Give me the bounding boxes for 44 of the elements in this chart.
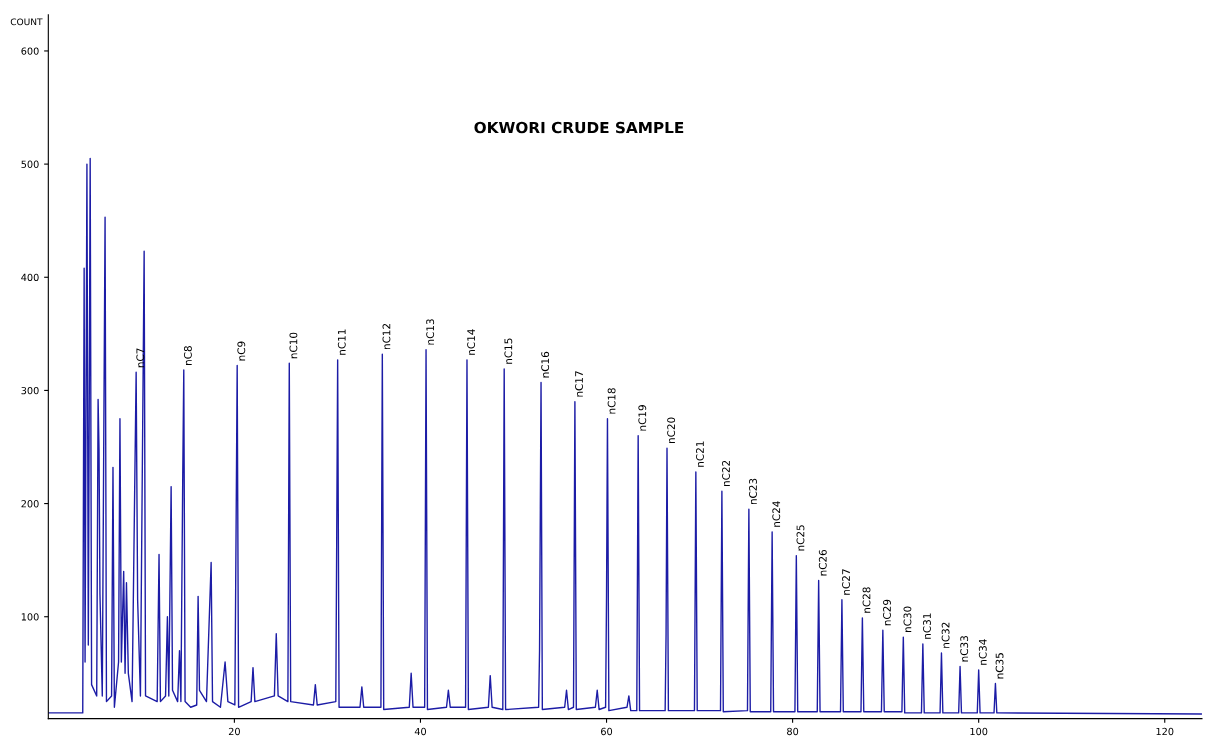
- x-tick-label: 100: [970, 727, 988, 736]
- annotation: nC23: [749, 478, 757, 505]
- y-tick-label: 500: [21, 160, 39, 168]
- y-tick-label: 300: [21, 386, 39, 395]
- annotation: nC13: [426, 319, 435, 345]
- annotation: nC26: [818, 549, 827, 576]
- annotation: nC35: [995, 653, 1004, 679]
- annotation: nC15: [504, 338, 513, 364]
- y-tick-label: 100: [21, 613, 39, 621]
- annotation: nC12: [382, 323, 391, 350]
- annotation: nC28: [862, 587, 871, 613]
- annotation: nC21: [696, 441, 704, 467]
- annotation: nC11: [337, 329, 346, 355]
- y-tick-label: 200: [21, 500, 39, 508]
- annotation: nC24: [772, 501, 781, 527]
- annotation: nC9: [237, 341, 246, 361]
- annotation: nC19: [638, 405, 647, 431]
- annotation: nC25: [796, 525, 805, 551]
- line-series: [48, 157, 1202, 715]
- x-tick-label: 60: [601, 727, 613, 736]
- y-tick-label: 400: [21, 273, 39, 282]
- annotation: nC20: [667, 417, 676, 444]
- x-tick-label: 80: [787, 727, 799, 736]
- annotation: nC32: [941, 622, 950, 648]
- annotation: nC33: [960, 636, 969, 662]
- annotation: nC30: [903, 606, 912, 632]
- x-tick-label: 20: [228, 727, 240, 736]
- annotation: nC10: [289, 332, 298, 359]
- annotation: nC18: [607, 388, 616, 414]
- annotation: nC27: [842, 569, 850, 595]
- y-tick-label: 600: [21, 47, 39, 55]
- annotation: nC16: [541, 351, 550, 378]
- annotation: nC14: [467, 329, 476, 355]
- annotation: nC22: [722, 460, 730, 487]
- x-tick-label: 120: [1156, 727, 1174, 736]
- annotation: nC31: [923, 613, 931, 639]
- annotation: nC17: [575, 371, 583, 397]
- annotation: nC7: [136, 348, 145, 368]
- text: OKWORI CRUDE SAMPLE: [474, 121, 684, 134]
- annotation: nC29: [883, 599, 891, 626]
- y-axis-title: COUNT: [10, 18, 43, 26]
- x-tick-label: 40: [414, 727, 426, 736]
- annotation: nC34: [978, 639, 987, 665]
- annotation: nC8: [183, 346, 192, 365]
